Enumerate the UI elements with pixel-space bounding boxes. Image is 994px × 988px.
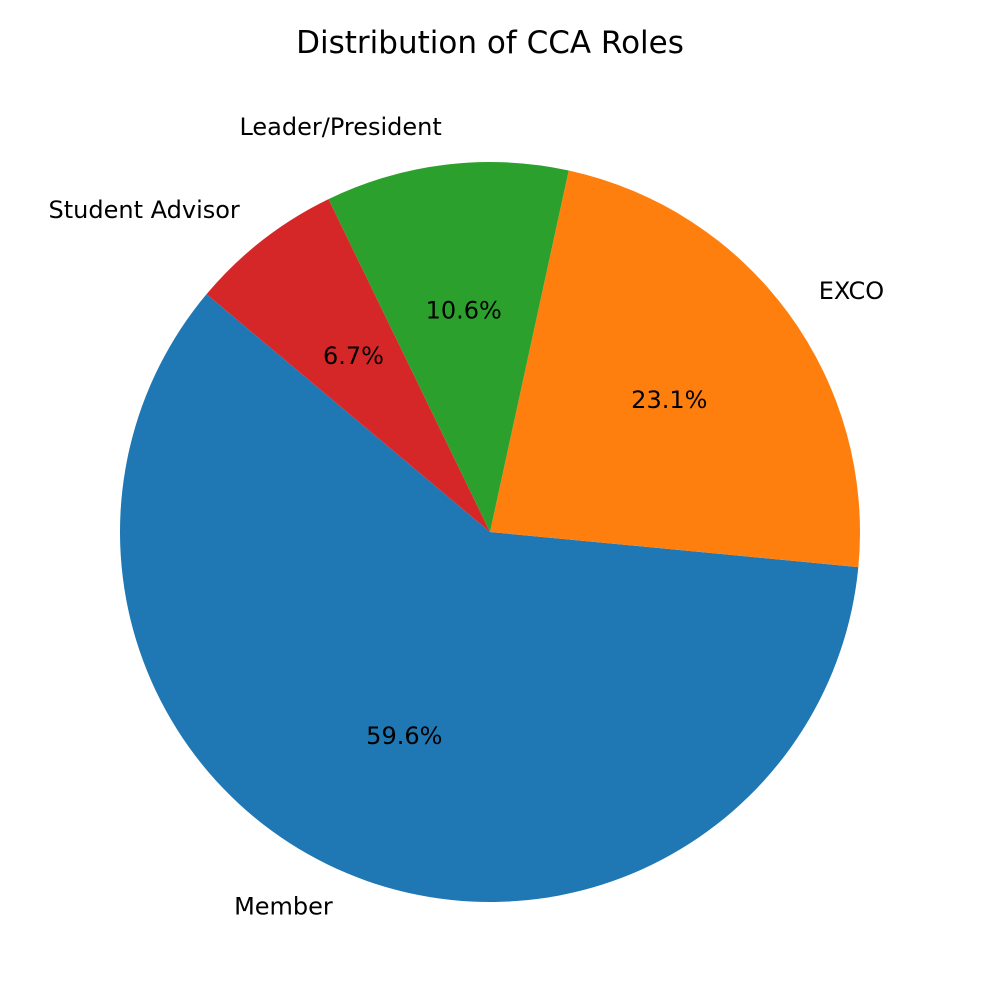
pie-slice-leader-president: [328, 162, 569, 532]
pie-labels: Member 59.6% EXCO 23.1% Leader/President 10.6…: [49, 113, 885, 921]
pie-slice-member: [119, 294, 859, 903]
pie-slices: [119, 162, 860, 903]
slice-label-exco: EXCO: [819, 277, 885, 305]
slice-label-member: Member: [234, 892, 333, 920]
pct-label-leader-president: 10.6%: [426, 297, 502, 325]
slice-label-leader-president: Leader/President: [239, 113, 441, 141]
chart-title: Distribution of CCA Roles: [296, 25, 684, 61]
slice-label-student-advisor: Student Advisor: [49, 196, 240, 224]
pct-label-member: 59.6%: [366, 722, 442, 750]
pct-label-student-advisor: 6.7%: [323, 342, 384, 370]
pie-slice-exco: [490, 170, 860, 568]
pie-slice-student-advisor: [206, 199, 490, 533]
pct-label-exco: 23.1%: [631, 386, 707, 414]
